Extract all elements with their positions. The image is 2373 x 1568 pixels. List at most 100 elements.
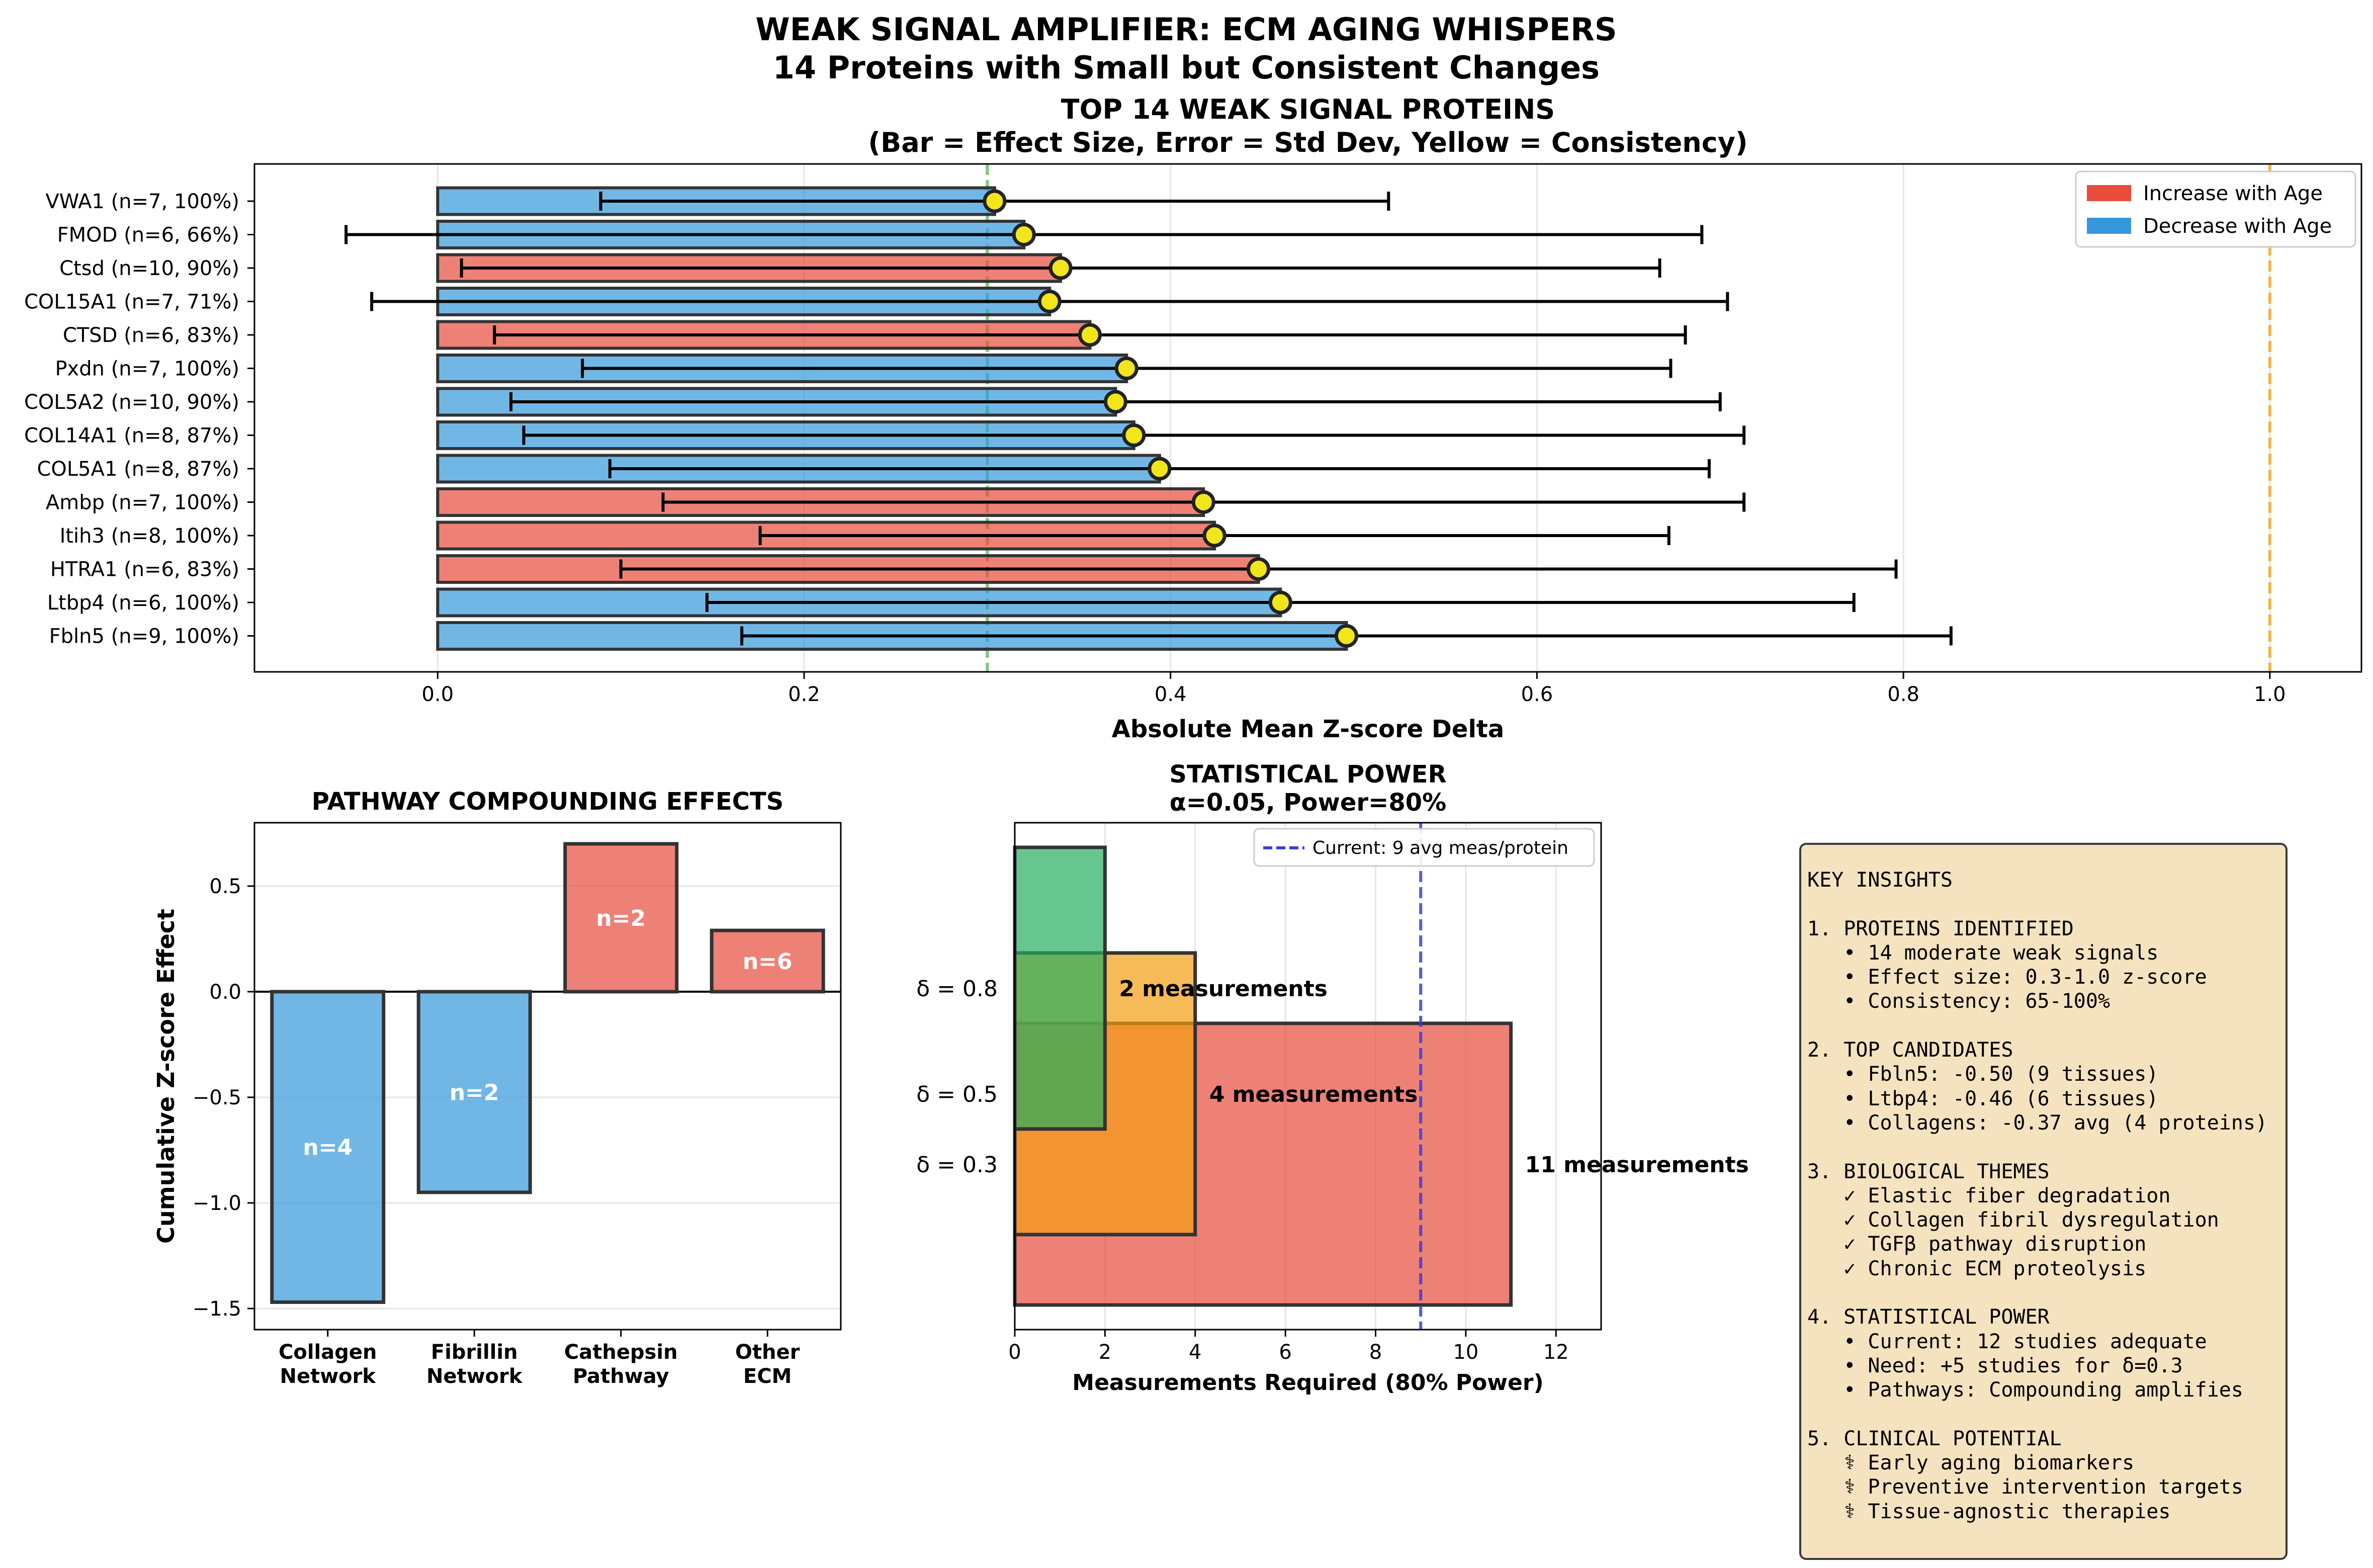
key-insight-line: 4. STATISTICAL POWER [1807, 1305, 2050, 1329]
chart1-xtick-label: 1.0 [2254, 683, 2286, 706]
chart2-bar-label: n=2 [596, 906, 646, 931]
chart2-ytick-label: 0.0 [209, 981, 241, 1004]
chart1-category-label: Ctsd (n=10, 90%) [59, 257, 239, 280]
chart3-legend-frame [1253, 828, 1595, 867]
chart1-category-label: FMOD (n=6, 66%) [57, 224, 239, 247]
chart1-consistency-marker [1012, 223, 1036, 246]
chart3-bar-label: 11 measurements [1525, 1152, 1749, 1178]
chart2-bar-label: n=6 [743, 949, 793, 975]
chart1-xtick-label: 0.2 [788, 683, 820, 706]
chart1-xtick-label: 0.0 [422, 683, 454, 706]
chart3-xtick-label: 2 [1099, 1341, 1111, 1364]
key-insight-line: • Effect size: 0.3-1.0 z-score [1807, 966, 2207, 989]
chart2-category-label: Collagen [279, 1341, 377, 1364]
chart2-title: PATHWAY COMPOUNDING EFFECTS [312, 788, 784, 816]
chart3-xtick-label: 12 [1543, 1341, 1569, 1364]
key-insight-line: KEY INSIGHTS [1807, 868, 1953, 892]
chart3-xtick-label: 0 [1008, 1341, 1021, 1364]
key-insight-line: • 14 moderate weak signals [1807, 941, 2159, 965]
chart1-category-label: VWA1 (n=7, 100%) [45, 190, 239, 213]
key-insight-line [1807, 1403, 2286, 1427]
key-insight-line: • Current: 12 studies adequate [1807, 1330, 2207, 1353]
key-insights-box: KEY INSIGHTS 1. PROTEINS IDENTIFIED • 14 … [1799, 843, 2288, 1560]
key-insight-line: ✓ Collagen fibril dysregulation [1807, 1208, 2219, 1232]
chart2-bar [710, 928, 825, 994]
chart2-bar [416, 990, 532, 1194]
chart2-bar [563, 842, 679, 994]
chart3-xtick-label: 6 [1279, 1341, 1291, 1364]
key-insight-line: 1. PROTEINS IDENTIFIED [1807, 917, 2074, 940]
chart2-bar [270, 990, 386, 1304]
key-insight-line: 2. TOP CANDIDATES [1807, 1038, 2013, 1062]
chart1-xtick-label: 0.6 [1521, 683, 1553, 706]
chart1-category-label: COL5A1 (n=8, 87%) [37, 458, 239, 481]
key-insight-line: ⚕ Early aging biomarkers [1807, 1451, 2135, 1475]
chart3-bar [1013, 845, 1107, 1131]
chart3-frame [1014, 822, 1602, 1331]
chart1-consistency-marker [1247, 557, 1271, 581]
chart1-category-label: COL14A1 (n=8, 87%) [24, 424, 239, 448]
chart2-ytick-label: −1.5 [193, 1297, 241, 1321]
chart1-category-label: COL15A1 (n=7, 71%) [24, 291, 239, 314]
figure-subtitle: 14 Proteins with Small but Consistent Ch… [773, 49, 1600, 86]
chart1-category-label: Ltbp4 (n=6, 100%) [47, 591, 239, 615]
chart1-consistency-marker [1202, 524, 1226, 548]
chart3-category-label: δ = 0.8 [916, 976, 998, 1002]
chart2-frame [253, 822, 842, 1331]
chart2-ylabel: Cumulative Z-score Effect [152, 909, 180, 1244]
chart2-category-label: ECM [743, 1365, 792, 1388]
chart1-consistency-marker [1268, 590, 1292, 615]
key-insights-lines: KEY INSIGHTS 1. PROTEINS IDENTIFIED • 14 … [1807, 868, 2286, 1524]
chart1-category-label: Ambp (n=7, 100%) [46, 491, 239, 514]
chart1-consistency-marker [1048, 256, 1073, 280]
weak-signal-bar-chart: TOP 14 WEAK SIGNAL PROTEINS(Bar = Effect… [24, 94, 2362, 743]
chart1-category-label: Pxdn (n=7, 100%) [55, 358, 239, 381]
chart1-consistency-marker [1148, 457, 1172, 481]
chart1-consistency-marker [1191, 490, 1215, 514]
chart2-ytick-label: −1.0 [193, 1192, 241, 1215]
key-insight-line: • Pathways: Compounding amplifies [1807, 1378, 2243, 1402]
chart1-consistency-marker [1078, 323, 1102, 347]
chart3-subtitle: α=0.05, Power=80% [1170, 789, 1446, 817]
key-insight-line [1807, 892, 2286, 916]
key-insight-line: ⚕ Tissue-agnostic therapies [1807, 1500, 2171, 1523]
chart1-xtick-label: 0.4 [1155, 683, 1187, 706]
chart1-category-label: Itih3 (n=8, 100%) [60, 525, 239, 548]
key-insight-line: ✓ Elastic fiber degradation [1807, 1184, 2171, 1207]
chart1-consistency-marker [1114, 357, 1138, 380]
key-insight-line: 3. BIOLOGICAL THEMES [1807, 1160, 2050, 1183]
key-insight-line: ✓ TGFβ pathway disruption [1807, 1233, 2147, 1256]
chart2-bar-label: n=4 [303, 1135, 353, 1161]
chart1-category-label: CTSD (n=6, 83%) [63, 324, 239, 347]
key-insight-line: • Consistency: 65-100% [1807, 990, 2111, 1013]
chart3-xtick-label: 8 [1369, 1341, 1382, 1364]
chart3-category-label: δ = 0.3 [916, 1152, 998, 1178]
chart1-category-label: Fbln5 (n=9, 100%) [49, 625, 239, 648]
chart3-category-label: δ = 0.5 [916, 1082, 998, 1107]
chart1-legend-swatch-decrease [2087, 218, 2131, 234]
chart2-category-label: Other [735, 1341, 800, 1364]
chart1-title: TOP 14 WEAK SIGNAL PROTEINS [1061, 94, 1555, 125]
chart2-category-label: Cathepsin [564, 1341, 678, 1364]
chart3-xlabel: Measurements Required (80% Power) [1072, 1370, 1543, 1396]
figure-title: WEAK SIGNAL AMPLIFIER: ECM AGING WHISPER… [755, 11, 1617, 48]
chart1-consistency-marker [1037, 290, 1062, 313]
chart3-legend: Current: 9 avg meas/protein [1253, 828, 1595, 867]
chart1-consistency-marker [1122, 423, 1146, 447]
key-insight-line: • Collagens: -0.37 avg (4 proteins) [1807, 1111, 2268, 1135]
chart2-ytick-label: −0.5 [193, 1086, 241, 1109]
key-insight-line: ⚕ Preventive intervention targets [1807, 1475, 2243, 1499]
chart3-bar-label: 4 measurements [1209, 1082, 1418, 1107]
chart1-legend-label-decrease: Decrease with Age [2143, 215, 2332, 238]
chart3-xtick-label: 10 [1453, 1341, 1478, 1364]
chart2-category-label: Network [280, 1365, 377, 1388]
chart1-consistency-marker [983, 189, 1007, 213]
chart1-consistency-marker [1335, 624, 1359, 648]
key-insight-line: • Ltbp4: -0.46 (6 tissues) [1807, 1087, 2159, 1110]
chart3-xtick-label: 4 [1189, 1341, 1201, 1364]
chart1-consistency-marker [1103, 390, 1127, 414]
key-insight-line: • Need: +5 studies for δ=0.3 [1807, 1354, 2183, 1377]
chart3-bar-label: 2 measurements [1119, 976, 1328, 1002]
chart2-category-label: Pathway [573, 1365, 669, 1388]
